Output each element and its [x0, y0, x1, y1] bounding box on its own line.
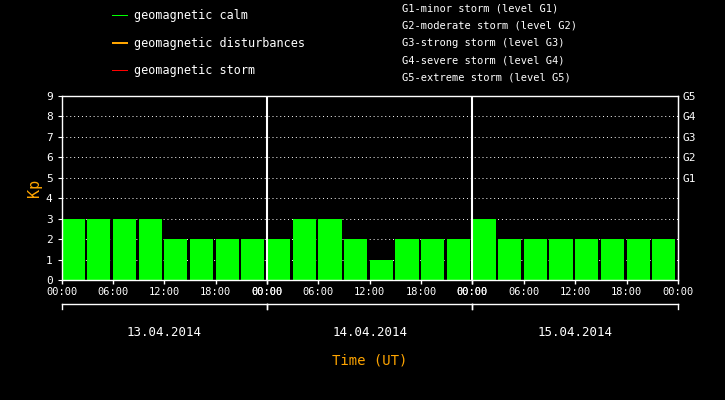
Bar — [601, 239, 624, 280]
Text: G1-minor storm (level G1): G1-minor storm (level G1) — [402, 4, 559, 14]
FancyBboxPatch shape — [112, 70, 128, 72]
Bar — [113, 219, 136, 280]
Bar — [550, 239, 573, 280]
Bar — [626, 239, 650, 280]
Bar — [421, 239, 444, 280]
Text: G3-strong storm (level G3): G3-strong storm (level G3) — [402, 38, 565, 48]
Text: geomagnetic disturbances: geomagnetic disturbances — [134, 36, 305, 50]
FancyBboxPatch shape — [112, 14, 128, 16]
Text: 13.04.2014: 13.04.2014 — [127, 326, 202, 339]
Bar — [87, 219, 110, 280]
Text: G2-moderate storm (level G2): G2-moderate storm (level G2) — [402, 21, 577, 31]
Text: 14.04.2014: 14.04.2014 — [332, 326, 407, 339]
Bar — [370, 260, 393, 280]
Bar — [62, 219, 85, 280]
Bar — [344, 239, 367, 280]
Bar — [498, 239, 521, 280]
Bar — [165, 239, 188, 280]
Y-axis label: Kp: Kp — [27, 179, 41, 197]
Text: 15.04.2014: 15.04.2014 — [538, 326, 613, 339]
Bar — [652, 239, 675, 280]
Bar — [241, 239, 265, 280]
Text: G4-severe storm (level G4): G4-severe storm (level G4) — [402, 55, 565, 65]
Text: geomagnetic storm: geomagnetic storm — [134, 64, 255, 77]
Bar — [395, 239, 418, 280]
Text: G5-extreme storm (level G5): G5-extreme storm (level G5) — [402, 72, 571, 82]
Bar — [216, 239, 239, 280]
Bar — [138, 219, 162, 280]
Bar — [190, 239, 213, 280]
Text: Time (UT): Time (UT) — [332, 354, 407, 368]
Bar — [575, 239, 598, 280]
Bar — [267, 239, 290, 280]
Bar — [523, 239, 547, 280]
FancyBboxPatch shape — [112, 42, 128, 44]
Bar — [447, 239, 470, 280]
Text: geomagnetic calm: geomagnetic calm — [134, 9, 248, 22]
Bar — [293, 219, 316, 280]
Bar — [473, 219, 496, 280]
Bar — [318, 219, 341, 280]
